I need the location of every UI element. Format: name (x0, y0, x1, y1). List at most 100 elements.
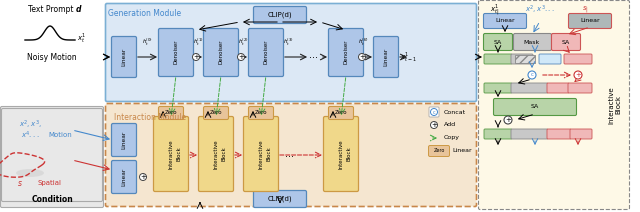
FancyBboxPatch shape (547, 83, 569, 93)
Text: d: d (76, 6, 81, 14)
Ellipse shape (16, 169, 44, 177)
Text: Interactive: Interactive (168, 139, 173, 169)
Text: Interactive: Interactive (259, 139, 264, 169)
Text: +: + (193, 54, 199, 60)
FancyBboxPatch shape (1, 106, 104, 208)
Text: Zero: Zero (433, 148, 445, 153)
Text: Concat: Concat (444, 110, 466, 114)
Text: Interaction Module: Interaction Module (114, 113, 186, 123)
Text: SA: SA (531, 105, 539, 110)
Text: $s$: $s$ (17, 179, 23, 187)
FancyBboxPatch shape (111, 124, 136, 156)
Text: +: + (505, 117, 511, 123)
FancyBboxPatch shape (511, 83, 548, 93)
Text: Zero: Zero (210, 110, 222, 116)
Text: Spatial: Spatial (38, 180, 62, 186)
FancyBboxPatch shape (483, 14, 527, 28)
Text: c: c (433, 110, 435, 114)
FancyBboxPatch shape (539, 54, 561, 64)
Text: SA: SA (494, 39, 502, 45)
Text: ...: ... (285, 149, 294, 159)
Text: Linear: Linear (122, 48, 127, 66)
FancyBboxPatch shape (547, 129, 571, 139)
Text: $h_t^{(3)}$: $h_t^{(3)}$ (282, 36, 294, 48)
Circle shape (504, 116, 512, 124)
FancyBboxPatch shape (1, 109, 102, 201)
Text: Denoiser: Denoiser (264, 40, 269, 64)
Text: ...: ... (310, 50, 319, 60)
FancyBboxPatch shape (483, 33, 513, 50)
FancyBboxPatch shape (243, 117, 278, 191)
Text: CLIP(d): CLIP(d) (268, 196, 292, 202)
Text: Interactive
Block: Interactive Block (609, 86, 621, 124)
FancyBboxPatch shape (493, 99, 577, 116)
Text: Block: Block (221, 147, 227, 161)
Circle shape (431, 109, 438, 116)
FancyBboxPatch shape (484, 83, 512, 93)
FancyBboxPatch shape (198, 117, 234, 191)
Circle shape (574, 71, 582, 79)
Text: Copy: Copy (444, 135, 460, 141)
Text: $x_{t|}^1$: $x_{t|}^1$ (490, 2, 500, 18)
Text: +: + (238, 54, 244, 60)
Text: c: c (531, 73, 534, 78)
FancyBboxPatch shape (328, 28, 364, 77)
FancyBboxPatch shape (484, 129, 512, 139)
FancyBboxPatch shape (484, 54, 512, 64)
Circle shape (193, 53, 200, 60)
Text: Zero: Zero (255, 110, 268, 116)
FancyBboxPatch shape (154, 117, 189, 191)
Text: Block: Block (346, 147, 351, 161)
Circle shape (431, 121, 438, 128)
FancyBboxPatch shape (106, 4, 477, 102)
Text: +: + (575, 72, 581, 78)
Text: Generation Module: Generation Module (108, 10, 182, 18)
FancyBboxPatch shape (204, 28, 239, 77)
Text: SA: SA (562, 39, 570, 45)
Text: $h_t^{(2)}$: $h_t^{(2)}$ (237, 36, 248, 48)
FancyBboxPatch shape (568, 14, 611, 28)
FancyBboxPatch shape (564, 54, 592, 64)
FancyBboxPatch shape (111, 160, 136, 194)
Text: $s_|$: $s_|$ (582, 5, 588, 15)
FancyBboxPatch shape (204, 106, 228, 120)
Text: Mask: Mask (524, 39, 540, 45)
FancyBboxPatch shape (568, 83, 592, 93)
Text: Interactive: Interactive (214, 139, 218, 169)
Text: Linear: Linear (383, 48, 388, 66)
Text: Block: Block (266, 147, 271, 161)
FancyBboxPatch shape (253, 191, 307, 208)
FancyBboxPatch shape (479, 0, 630, 209)
Circle shape (237, 53, 244, 60)
Text: CLIP(d): CLIP(d) (268, 12, 292, 18)
FancyBboxPatch shape (159, 106, 184, 120)
FancyBboxPatch shape (429, 107, 439, 117)
FancyBboxPatch shape (248, 106, 273, 120)
FancyBboxPatch shape (111, 36, 136, 78)
FancyBboxPatch shape (374, 36, 399, 78)
Text: Zero: Zero (335, 110, 348, 116)
Text: $x^2, x^3,$: $x^2, x^3,$ (19, 119, 42, 131)
Text: Zero: Zero (164, 110, 177, 116)
Text: Linear: Linear (122, 131, 127, 149)
FancyBboxPatch shape (248, 28, 284, 77)
FancyBboxPatch shape (513, 33, 552, 50)
Text: Linear: Linear (122, 168, 127, 186)
Circle shape (528, 71, 536, 79)
FancyBboxPatch shape (515, 55, 535, 63)
Text: $x_{t-1}^1$: $x_{t-1}^1$ (399, 50, 417, 64)
Text: $h_t^{(K)}$: $h_t^{(K)}$ (358, 36, 369, 48)
Text: +: + (359, 54, 365, 60)
Text: Denoiser: Denoiser (344, 40, 349, 64)
Text: $h_t^{(1)}$: $h_t^{(1)}$ (193, 36, 204, 48)
FancyBboxPatch shape (323, 117, 358, 191)
FancyBboxPatch shape (253, 7, 307, 24)
Text: Text Prompt: Text Prompt (28, 6, 76, 14)
FancyBboxPatch shape (106, 103, 477, 206)
FancyBboxPatch shape (159, 28, 193, 77)
Text: Noisy Motion: Noisy Motion (27, 53, 77, 63)
Text: Denoiser: Denoiser (173, 40, 179, 64)
FancyBboxPatch shape (570, 129, 592, 139)
FancyBboxPatch shape (429, 145, 449, 156)
Text: $x^4 ...$: $x^4 ...$ (20, 129, 39, 141)
